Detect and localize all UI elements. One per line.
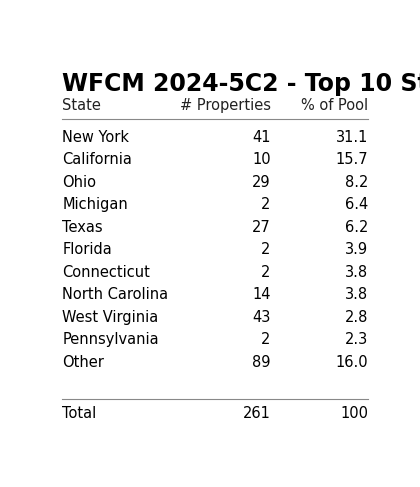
Text: 8.2: 8.2	[345, 175, 368, 190]
Text: WFCM 2024-5C2 - Top 10 States: WFCM 2024-5C2 - Top 10 States	[62, 72, 420, 95]
Text: 3.8: 3.8	[345, 287, 368, 302]
Text: 2: 2	[261, 332, 270, 347]
Text: 27: 27	[252, 220, 270, 235]
Text: 14: 14	[252, 287, 270, 302]
Text: 3.8: 3.8	[345, 264, 368, 280]
Text: 16.0: 16.0	[336, 355, 368, 370]
Text: 10: 10	[252, 152, 270, 167]
Text: California: California	[62, 152, 132, 167]
Text: 261: 261	[243, 407, 270, 421]
Text: 2.3: 2.3	[345, 332, 368, 347]
Text: 6.2: 6.2	[345, 220, 368, 235]
Text: Ohio: Ohio	[62, 175, 96, 190]
Text: 43: 43	[252, 310, 270, 325]
Text: 3.9: 3.9	[345, 242, 368, 257]
Text: Michigan: Michigan	[62, 197, 128, 212]
Text: 2: 2	[261, 242, 270, 257]
Text: Other: Other	[62, 355, 104, 370]
Text: Connecticut: Connecticut	[62, 264, 150, 280]
Text: West Virginia: West Virginia	[62, 310, 158, 325]
Text: 31.1: 31.1	[336, 130, 368, 145]
Text: State: State	[62, 98, 101, 113]
Text: % of Pool: % of Pool	[301, 98, 368, 113]
Text: 29: 29	[252, 175, 270, 190]
Text: 2: 2	[261, 264, 270, 280]
Text: 2.8: 2.8	[345, 310, 368, 325]
Text: New York: New York	[62, 130, 129, 145]
Text: 100: 100	[340, 407, 368, 421]
Text: 15.7: 15.7	[336, 152, 368, 167]
Text: Texas: Texas	[62, 220, 103, 235]
Text: North Carolina: North Carolina	[62, 287, 168, 302]
Text: Total: Total	[62, 407, 97, 421]
Text: 89: 89	[252, 355, 270, 370]
Text: 6.4: 6.4	[345, 197, 368, 212]
Text: 41: 41	[252, 130, 270, 145]
Text: # Properties: # Properties	[180, 98, 270, 113]
Text: 2: 2	[261, 197, 270, 212]
Text: Pennsylvania: Pennsylvania	[62, 332, 159, 347]
Text: Florida: Florida	[62, 242, 112, 257]
